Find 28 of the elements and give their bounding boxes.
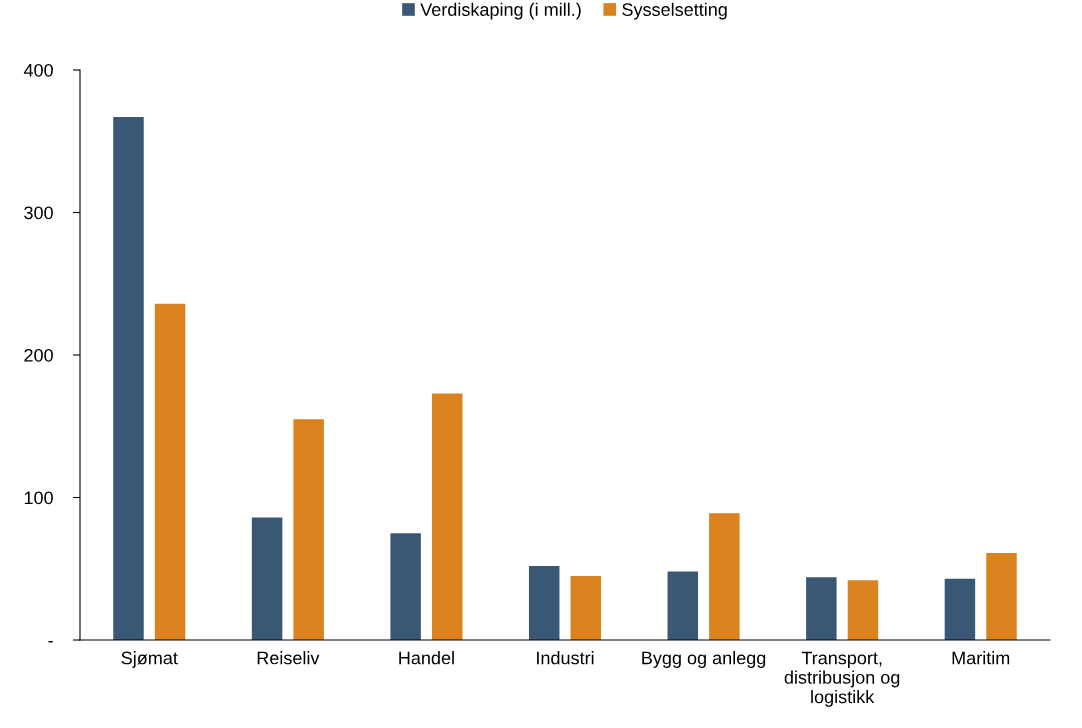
y-tick-label: 200 [24, 348, 53, 362]
bar [847, 580, 879, 640]
bar [113, 117, 144, 640]
x-tick-label: Bygg og anlegg [642, 651, 766, 668]
y-tick-label: 300 [24, 206, 53, 220]
y-tick-label: 100 [24, 491, 53, 505]
bar [709, 513, 740, 640]
x-tick-label: Sjømat [121, 651, 178, 668]
bar [390, 533, 421, 640]
legend-label: Sysselsetting [622, 2, 727, 20]
x-tick-label: Handel [399, 651, 454, 665]
x-tick-label: Reiseliv [257, 651, 320, 665]
y-tick-label: 400 [23, 63, 53, 77]
bar [667, 571, 699, 640]
x-tick-label: Maritim [952, 651, 1010, 665]
bar [986, 553, 1017, 640]
y-tick-label: - [48, 641, 53, 643]
bar [528, 565, 560, 640]
x-tick-label: Transport, distribusjon og logistikk [784, 651, 900, 707]
bar [806, 577, 837, 640]
bar [944, 578, 976, 640]
x-tick-label: Industri [537, 651, 594, 665]
bar [431, 393, 463, 640]
bar [293, 419, 324, 640]
bar [570, 575, 602, 640]
legend-label: Verdiskaping (i mill.) [420, 2, 581, 20]
bar [251, 517, 283, 640]
bar [154, 303, 186, 640]
